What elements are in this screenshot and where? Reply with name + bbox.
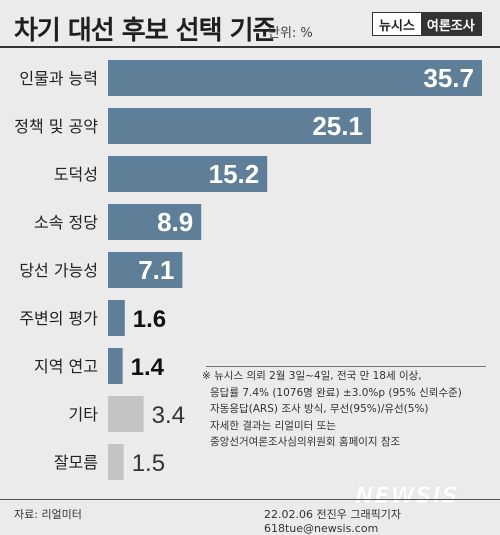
bar-chart: 인물과 능력 35.7 정책 및 공약 25.1 도덕성 15.2 소속 정당 8.9 당선 가… bbox=[14, 60, 482, 480]
survey-note-line: 응답률 7.4% (1076명 완료) ±3.0%p (95% 신뢰수준) bbox=[210, 386, 462, 399]
brand-badge: 뉴시스 여론조사 bbox=[372, 12, 482, 36]
category-label: 도덕성 bbox=[54, 165, 98, 184]
header-divider bbox=[0, 46, 500, 48]
value-label: 35.7 bbox=[423, 63, 474, 93]
bar bbox=[108, 204, 202, 240]
category-label: 지역 연고 bbox=[34, 357, 98, 376]
survey-note-line: 자세한 결과는 리얼미터 또는 bbox=[210, 419, 336, 432]
unit-label: 단위: % bbox=[268, 26, 313, 41]
bar bbox=[108, 396, 144, 432]
category-label: 당선 가능성 bbox=[19, 261, 98, 280]
credit-label: 22.02.06 전진우 그래픽기자 618tue@newsis.com bbox=[264, 508, 401, 535]
value-label: 8.9 bbox=[157, 207, 193, 237]
value-label: 3.4 bbox=[152, 402, 185, 429]
bar bbox=[108, 300, 125, 336]
bar bbox=[108, 156, 268, 192]
footer-divider bbox=[0, 499, 500, 500]
brand-name: 뉴시스 bbox=[373, 13, 421, 35]
source-label: 자료: 리얼미터 bbox=[14, 508, 82, 521]
value-label: 25.1 bbox=[312, 111, 363, 141]
category-label: 정책 및 공약 bbox=[14, 117, 98, 136]
value-label: 7.1 bbox=[138, 255, 174, 285]
bar bbox=[108, 252, 183, 288]
survey-note-line: ※ 뉴시스 의뢰 2월 3일~4일, 전국 만 18세 이상, bbox=[202, 370, 422, 382]
category-label: 주변의 평가 bbox=[19, 309, 98, 328]
survey-note-line: 자동응답(ARS) 조사 방식, 무선(95%)/유선(5%) bbox=[210, 403, 429, 415]
bar bbox=[108, 444, 124, 480]
value-label: 1.5 bbox=[132, 450, 165, 477]
survey-note-line: 중앙선거여론조사심의위원회 홈페이지 참조 bbox=[210, 436, 401, 448]
category-label: 소속 정당 bbox=[34, 213, 98, 232]
category-label: 인물과 능력 bbox=[19, 69, 98, 88]
bar bbox=[108, 348, 123, 384]
category-label: 기타 bbox=[69, 405, 99, 424]
page-title: 차기 대선 후보 선택 기준 bbox=[14, 16, 276, 46]
bar bbox=[108, 108, 371, 144]
survey-note: ※ 뉴시스 의뢰 2월 3일~4일, 전국 만 18세 이상, 응답률 7.4%… bbox=[202, 368, 488, 456]
category-label: 잘모름 bbox=[54, 453, 98, 472]
value-label: 15.2 bbox=[209, 159, 260, 189]
value-label: 1.6 bbox=[133, 306, 166, 333]
watermark-logo: NEWSIS bbox=[355, 484, 459, 509]
survey-note-divider bbox=[206, 366, 486, 367]
value-label: 1.4 bbox=[131, 354, 165, 381]
brand-section: 여론조사 bbox=[420, 13, 481, 35]
bar bbox=[108, 60, 482, 96]
